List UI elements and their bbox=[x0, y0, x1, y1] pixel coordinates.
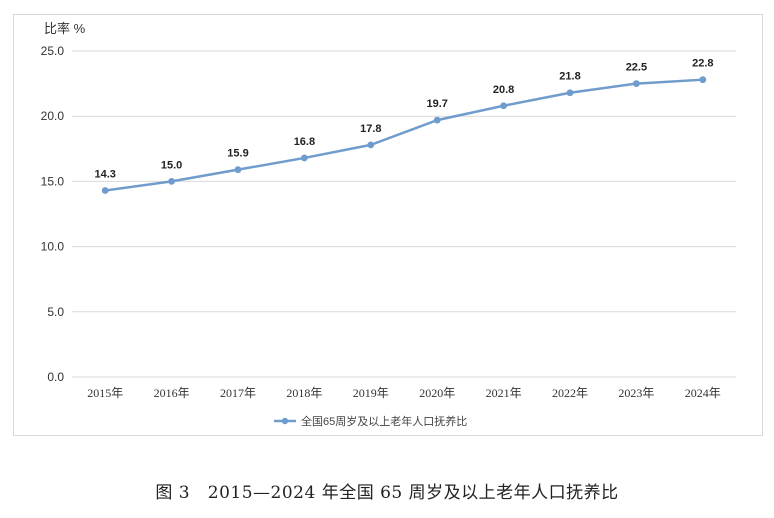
data-point bbox=[301, 154, 308, 162]
series-line bbox=[105, 78, 703, 192]
figure-title: 2015—2024 年全国 65 周岁及以上老年人口抚养比 bbox=[207, 483, 619, 503]
data-label: 20.8 bbox=[493, 84, 514, 96]
data-point bbox=[699, 76, 707, 84]
data-label: 22.5 bbox=[626, 62, 647, 74]
series-layer: 14.3 15.0 15.9 16.8 17.8 19.7 20.8 21.8 22.5 22.8 bbox=[94, 58, 714, 194]
y-tick-label: 20.0 bbox=[41, 109, 65, 123]
data-point bbox=[566, 89, 574, 97]
data-point bbox=[234, 166, 242, 174]
data-label: 15.9 bbox=[227, 148, 248, 160]
data-point bbox=[168, 178, 176, 185]
data-label: 14.3 bbox=[94, 169, 115, 181]
legend: 全国65周岁及以上老年人口抚养比 bbox=[274, 414, 467, 428]
data-point bbox=[633, 80, 640, 87]
x-tick-label: 2024年 bbox=[685, 386, 721, 400]
gridlines bbox=[72, 50, 736, 378]
data-label: 16.8 bbox=[294, 136, 315, 148]
x-tick-label: 2023年 bbox=[618, 386, 654, 400]
x-tick-label: 2017年 bbox=[220, 386, 256, 400]
data-point bbox=[433, 116, 441, 124]
data-label: 17.8 bbox=[360, 123, 381, 135]
data-point bbox=[367, 141, 375, 149]
data-label: 21.8 bbox=[559, 71, 580, 83]
data-label: 19.7 bbox=[426, 98, 447, 110]
x-tick-label: 2018年 bbox=[286, 386, 322, 400]
data-point bbox=[500, 102, 507, 110]
x-tick-label: 2022年 bbox=[552, 386, 588, 400]
y-tick-labels: 0.0 5.0 10.0 15.0 20.0 25.0 bbox=[41, 44, 65, 384]
y-tick-label: 10.0 bbox=[41, 240, 65, 254]
legend-marker bbox=[281, 417, 289, 425]
y-tick-label: 5.0 bbox=[47, 305, 64, 319]
x-tick-label: 2015年 bbox=[87, 386, 123, 400]
x-tick-labels: 2015年 2016年 2017年 2018年 2019年 2020年 2021年 2022年… bbox=[87, 386, 721, 400]
x-tick-label: 2016年 bbox=[154, 386, 190, 400]
data-label: 15.0 bbox=[161, 159, 182, 171]
y-axis-label: 比率 % bbox=[44, 21, 86, 36]
y-tick-label: 25.0 bbox=[41, 44, 65, 58]
y-tick-label: 15.0 bbox=[41, 174, 65, 188]
y-tick-label: 0.0 bbox=[47, 370, 64, 384]
x-tick-label: 2019年 bbox=[353, 386, 389, 400]
figure-number: 图 3 bbox=[155, 483, 191, 503]
data-label: 22.8 bbox=[692, 58, 713, 70]
line-chart: 比率 % 0.05.010.015.020.025.0 2015年 2016年 20… bbox=[41, 21, 736, 428]
x-tick-label: 2020年 bbox=[419, 386, 455, 400]
figure-caption: 图 3 2015—2024 年全国 65 周岁及以上老年人口抚养比 bbox=[0, 478, 774, 503]
legend-label: 全国65周岁及以上老年人口抚养比 bbox=[301, 414, 467, 428]
x-tick-label: 2021年 bbox=[486, 386, 522, 400]
data-point bbox=[101, 187, 109, 194]
